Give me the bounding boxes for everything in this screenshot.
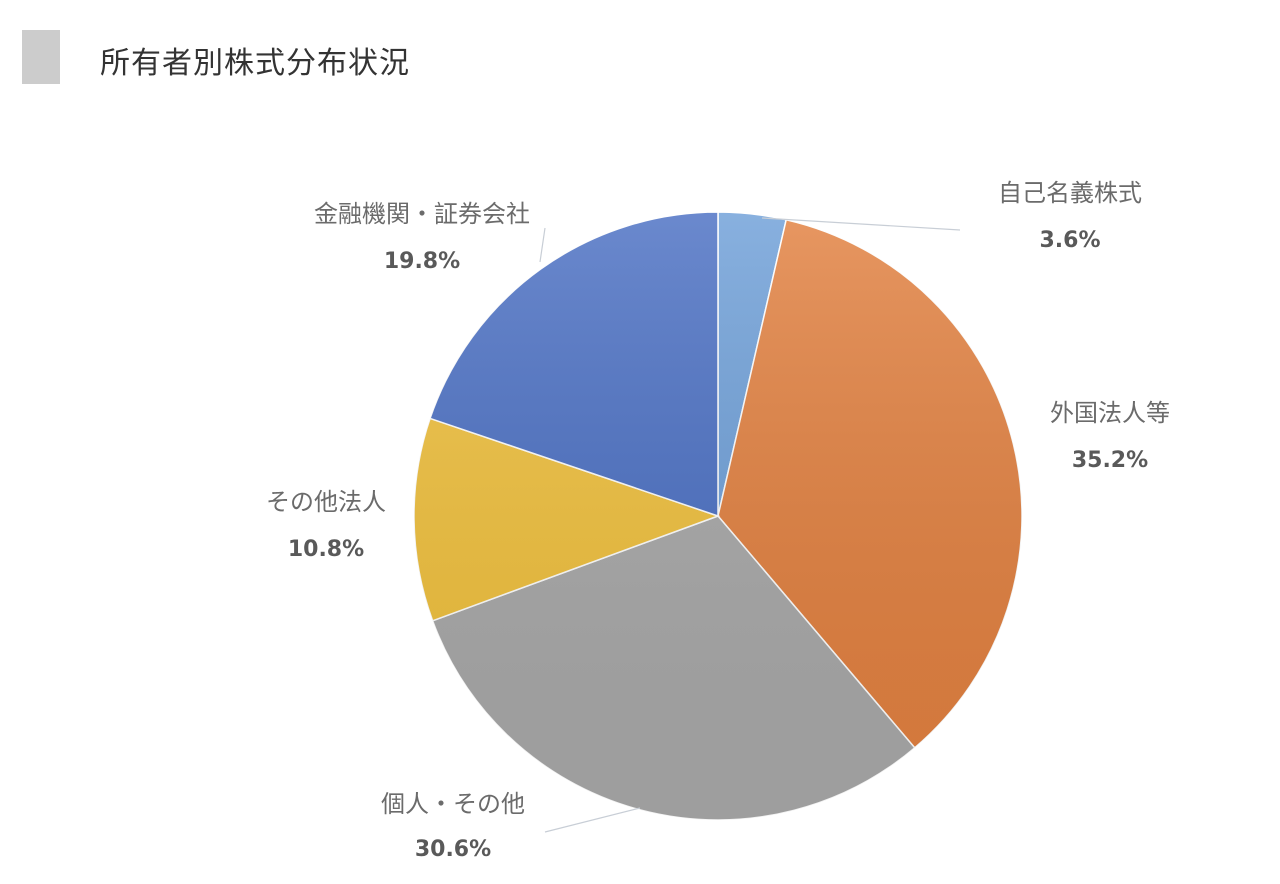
label-category-1: 外国法人等 xyxy=(1050,399,1170,427)
label-value-0: 3.6% xyxy=(1039,228,1100,253)
label-value-4: 19.8% xyxy=(384,249,460,274)
pie-slices xyxy=(413,211,1023,821)
page-title: 所有者別株式分布状況 xyxy=(100,46,410,81)
label-value-2: 30.6% xyxy=(415,837,491,862)
leader-lines xyxy=(539,217,961,833)
leader-line-2 xyxy=(544,807,641,833)
label-category-4: 金融機関・証券会社 xyxy=(314,200,530,228)
label-value-1: 35.2% xyxy=(1072,448,1148,473)
leader-line-1 xyxy=(539,227,546,263)
label-category-3: その他法人 xyxy=(266,488,386,516)
label-value-3: 10.8% xyxy=(288,537,364,562)
label-category-2: 個人・その他 xyxy=(381,790,525,818)
leader-line-0 xyxy=(761,217,961,231)
label-category-0: 自己名義株式 xyxy=(998,179,1142,207)
header-marker xyxy=(22,30,60,84)
